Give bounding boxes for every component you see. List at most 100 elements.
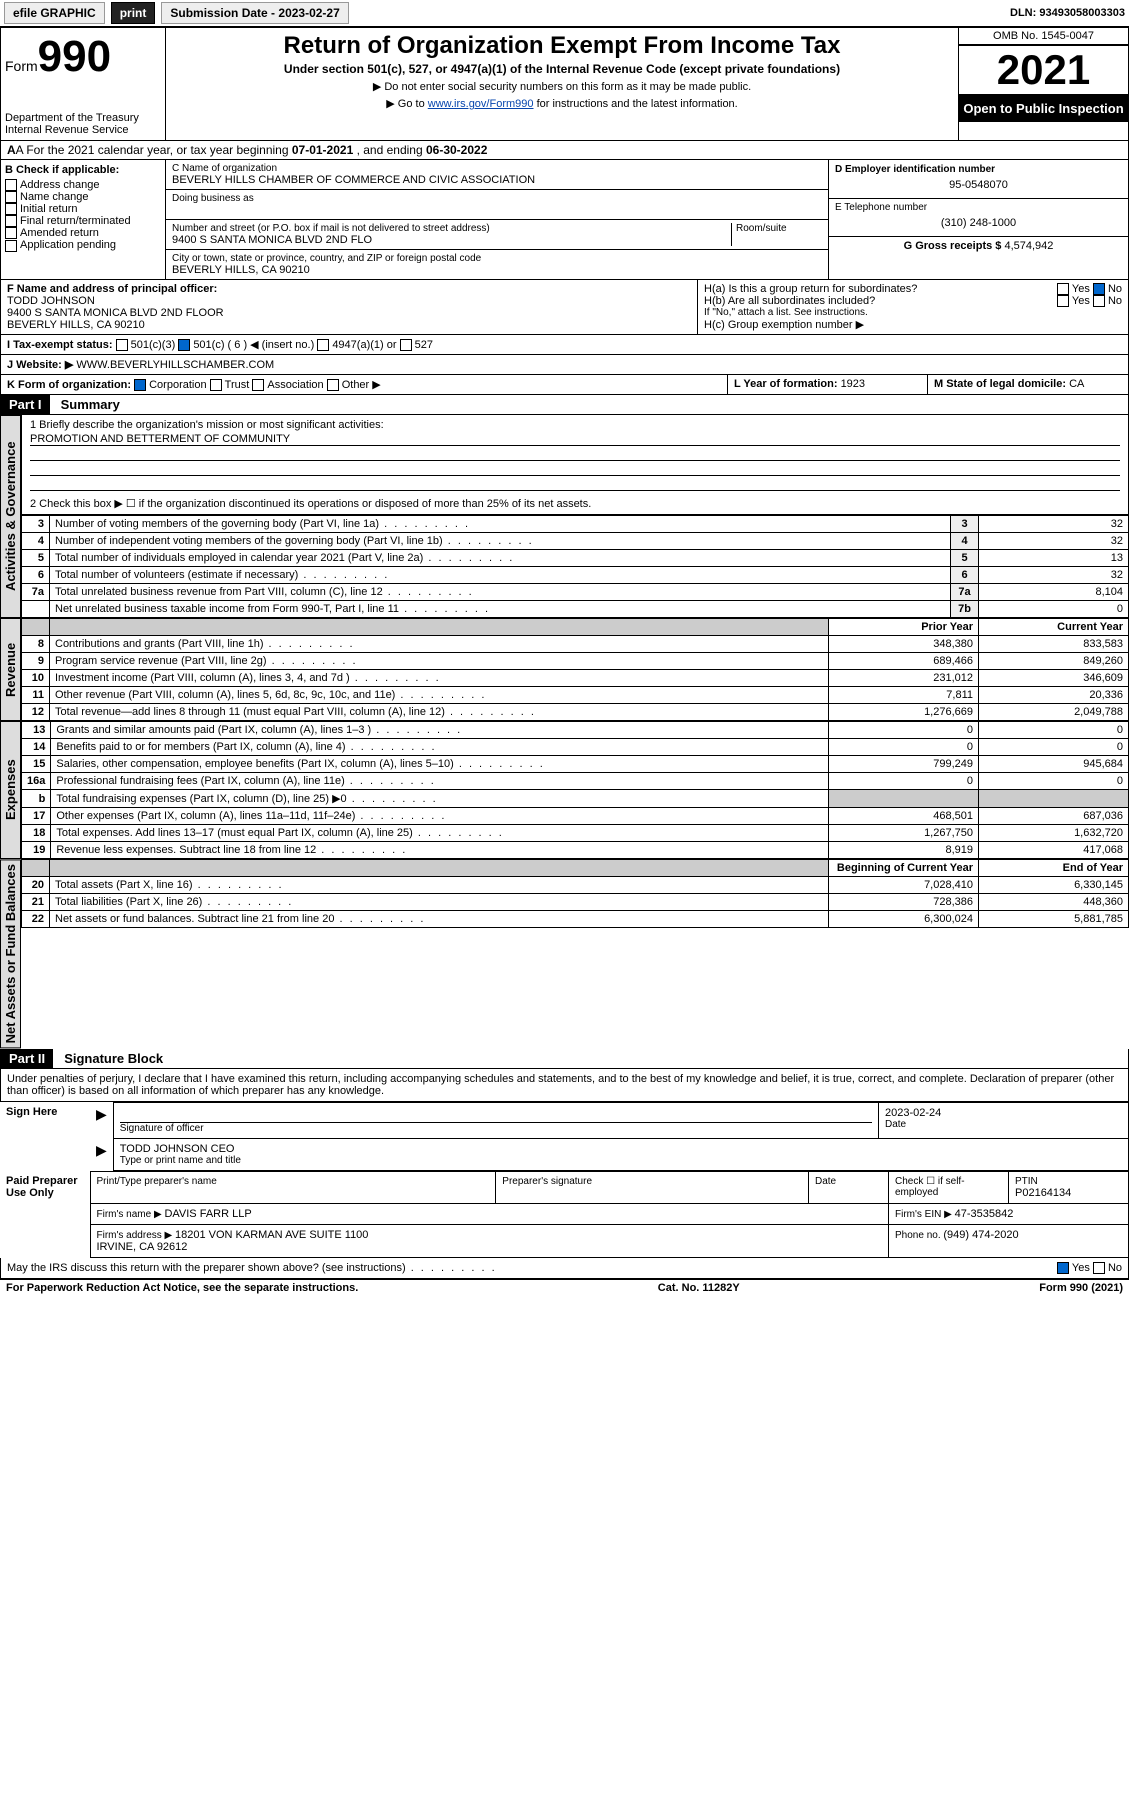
ha-no[interactable]	[1093, 283, 1105, 295]
officer-label: F Name and address of principal officer:	[7, 283, 217, 295]
row-i: I Tax-exempt status: 501(c)(3) 501(c) ( …	[0, 335, 1129, 355]
chk-4947[interactable]	[317, 339, 329, 351]
chk-trust[interactable]	[210, 379, 222, 391]
officer-addr: 9400 S SANTA MONICA BLVD 2ND FLOOR	[7, 307, 224, 319]
table-row: 7aTotal unrelated business revenue from …	[22, 584, 1129, 601]
part1-title: Summary	[53, 395, 128, 414]
table-row: 20Total assets (Part X, line 16)7,028,41…	[22, 877, 1129, 894]
table-row: 12Total revenue—add lines 8 through 11 (…	[22, 704, 1129, 721]
org-name-label: C Name of organization	[172, 163, 822, 174]
open-public-label: Open to Public Inspection	[959, 95, 1128, 122]
chk-corp[interactable]	[134, 379, 146, 391]
firm-city: IRVINE, CA 92612	[97, 1241, 188, 1253]
table-row: 16aProfessional fundraising fees (Part I…	[22, 773, 1129, 790]
gross-label: G Gross receipts $	[904, 240, 1005, 252]
sign-date-label: Date	[885, 1119, 1122, 1130]
subtitle-2: ▶ Do not enter social security numbers o…	[174, 80, 950, 93]
table-row: 19Revenue less expenses. Subtract line 1…	[22, 842, 1129, 859]
vtab-expenses: Expenses	[0, 721, 21, 859]
line2-label: 2 Check this box ▶ ☐ if the organization…	[30, 497, 1120, 510]
table-row: 8Contributions and grants (Part VIII, li…	[22, 636, 1129, 653]
table-row: 21Total liabilities (Part X, line 26)728…	[22, 894, 1129, 911]
ha-yes[interactable]	[1057, 283, 1069, 295]
table-row: 4Number of independent voting members of…	[22, 533, 1129, 550]
table-row: 17Other expenses (Part IX, column (A), l…	[22, 808, 1129, 825]
hb-yes[interactable]	[1057, 295, 1069, 307]
chk-name-change[interactable]	[5, 191, 17, 203]
vtab-governance: Activities & Governance	[0, 415, 21, 618]
chk-assoc[interactable]	[252, 379, 264, 391]
instructions-link[interactable]: www.irs.gov/Form990	[428, 98, 534, 110]
subtitle-1: Under section 501(c), 527, or 4947(a)(1)…	[174, 62, 950, 76]
form-title: Return of Organization Exempt From Incom…	[174, 32, 950, 60]
irs-label: Internal Revenue Service	[5, 124, 161, 136]
page-footer: For Paperwork Reduction Act Notice, see …	[0, 1279, 1129, 1296]
chk-527[interactable]	[400, 339, 412, 351]
chk-amended[interactable]	[5, 227, 17, 239]
year-formation: 1923	[841, 378, 865, 390]
dept-label: Department of the Treasury	[5, 112, 161, 124]
line1-value: PROMOTION AND BETTERMENT OF COMMUNITY	[30, 433, 1120, 446]
table-row: 22Net assets or fund balances. Subtract …	[22, 911, 1129, 928]
row-klm: K Form of organization: Corporation Trus…	[0, 375, 1129, 395]
part2-title: Signature Block	[56, 1049, 171, 1068]
tel-value: (310) 248-1000	[835, 213, 1122, 233]
dln: DLN: 93493058003303	[1010, 7, 1125, 19]
officer-name: TODD JOHNSON	[7, 295, 95, 307]
table-row: bTotal fundraising expenses (Part IX, co…	[22, 790, 1129, 808]
discuss-no[interactable]	[1093, 1262, 1105, 1274]
row-fh: F Name and address of principal officer:…	[0, 280, 1129, 335]
chk-501c3[interactable]	[116, 339, 128, 351]
row-a-tax-year: AA For the 2021 calendar year, or tax ye…	[0, 141, 1129, 160]
ha-label: H(a) Is this a group return for subordin…	[704, 283, 917, 295]
vtab-netassets: Net Assets or Fund Balances	[0, 859, 21, 1048]
firm-ein: 47-3535842	[955, 1208, 1014, 1220]
subtitle-3: ▶ Go to www.irs.gov/Form990 for instruct…	[174, 97, 950, 110]
hc-label: H(c) Group exemption number ▶	[704, 318, 1122, 331]
sign-here-label: Sign Here	[0, 1102, 90, 1170]
website-value: WWW.BEVERLYHILLSCHAMBER.COM	[76, 359, 274, 371]
tel-label: E Telephone number	[835, 202, 1122, 213]
discuss-question: May the IRS discuss this return with the…	[7, 1262, 497, 1274]
top-bar: efile GRAPHIC print Submission Date - 20…	[0, 0, 1129, 27]
part1-header: Part I	[1, 395, 50, 414]
table-row: 6Total number of volunteers (estimate if…	[22, 567, 1129, 584]
ptin-value: P02164134	[1015, 1187, 1122, 1199]
paid-preparer-label: Paid Preparer Use Only	[0, 1171, 90, 1257]
ein-label: D Employer identification number	[835, 164, 995, 175]
sig-officer-label: Signature of officer	[120, 1123, 872, 1134]
chk-other[interactable]	[327, 379, 339, 391]
dba-label: Doing business as	[172, 193, 822, 204]
city-label: City or town, state or province, country…	[172, 253, 822, 264]
hb-no[interactable]	[1093, 295, 1105, 307]
print-button[interactable]: print	[111, 2, 156, 24]
street-value: 9400 S SANTA MONICA BLVD 2ND FLO	[172, 234, 727, 246]
officer-city: BEVERLY HILLS, CA 90210	[7, 319, 145, 331]
col-b-label: B Check if applicable:	[5, 164, 119, 176]
sign-here-table: Sign Here ▶ Signature of officer 2023-02…	[0, 1102, 1129, 1171]
governance-table: 3Number of voting members of the governi…	[21, 515, 1129, 618]
chk-address-change[interactable]	[5, 179, 17, 191]
room-label: Room/suite	[736, 223, 822, 234]
form-header: Form990 Department of the Treasury Inter…	[0, 27, 1129, 141]
firm-name: DAVIS FARR LLP	[164, 1208, 251, 1220]
table-row: 18Total expenses. Add lines 13–17 (must …	[22, 825, 1129, 842]
table-row: 11Other revenue (Part VIII, column (A), …	[22, 687, 1129, 704]
state-domicile: CA	[1069, 378, 1084, 390]
chk-501c[interactable]	[178, 339, 190, 351]
omb-number: OMB No. 1545-0047	[959, 28, 1128, 45]
paid-preparer-table: Paid Preparer Use Only Print/Type prepar…	[0, 1171, 1129, 1258]
hb-note: If "No," attach a list. See instructions…	[704, 307, 1122, 318]
org-name: BEVERLY HILLS CHAMBER OF COMMERCE AND CI…	[172, 174, 822, 186]
efile-label: efile GRAPHIC	[4, 2, 105, 24]
chk-final-return[interactable]	[5, 215, 17, 227]
table-row: 14Benefits paid to or for members (Part …	[22, 739, 1129, 756]
chk-app-pending[interactable]	[5, 240, 17, 252]
expenses-table: 13Grants and similar amounts paid (Part …	[21, 721, 1129, 859]
discuss-yes[interactable]	[1057, 1262, 1069, 1274]
chk-initial-return[interactable]	[5, 203, 17, 215]
footer-left: For Paperwork Reduction Act Notice, see …	[6, 1282, 358, 1294]
part2-header: Part II	[1, 1049, 53, 1068]
revenue-table: Prior YearCurrent Year8Contributions and…	[21, 618, 1129, 721]
street-label: Number and street (or P.O. box if mail i…	[172, 223, 727, 234]
